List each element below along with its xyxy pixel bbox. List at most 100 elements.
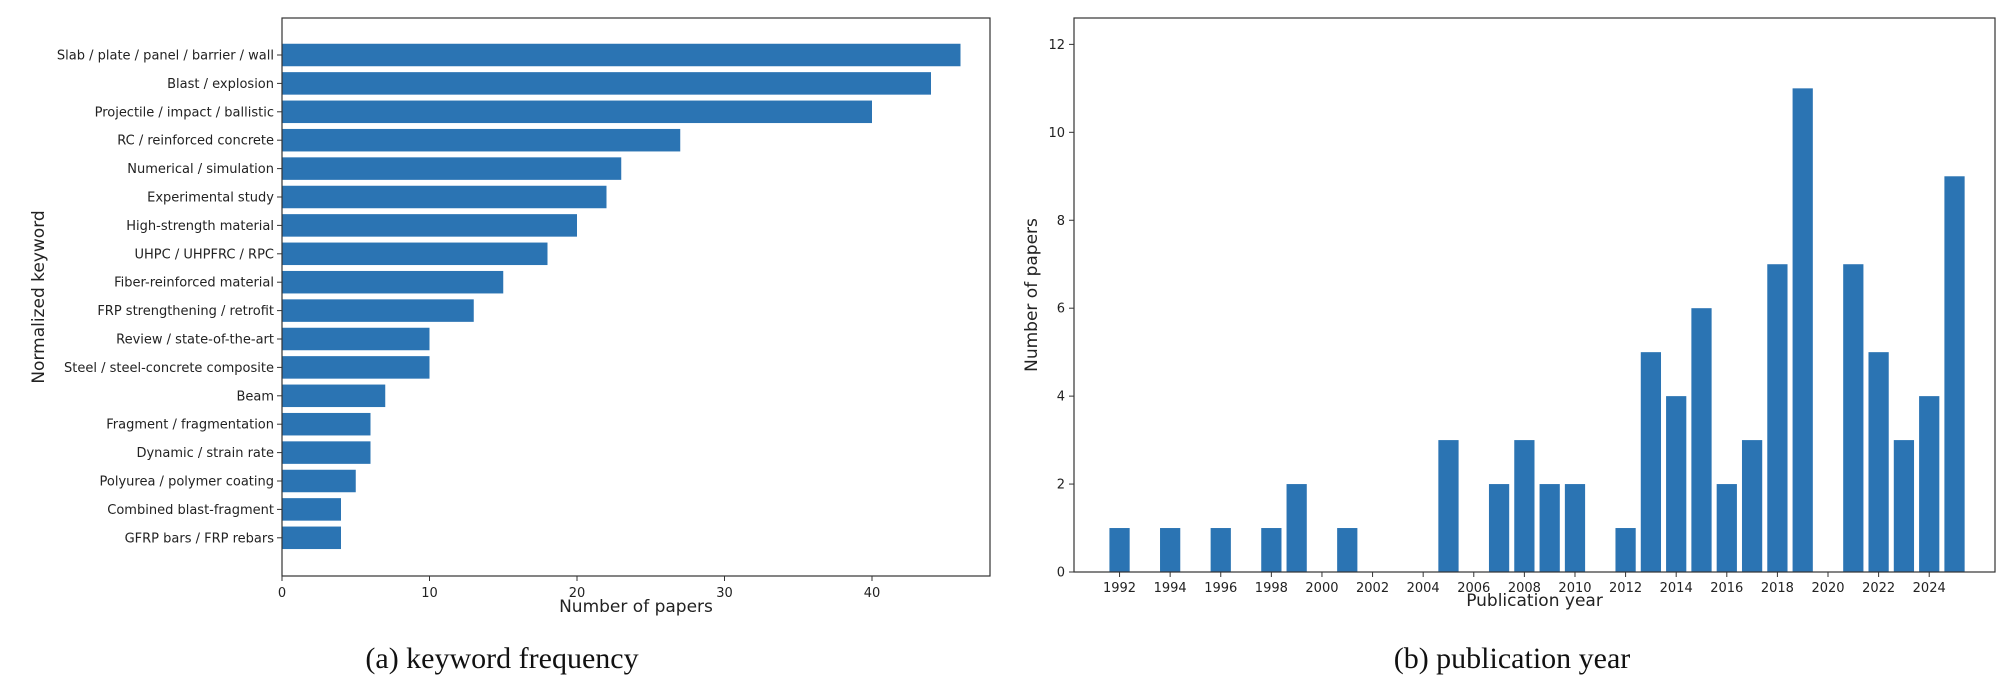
x-tick-label: 20 [569, 586, 586, 601]
bar [282, 299, 474, 322]
x-axis-label: Publication year [1466, 591, 1603, 611]
bar [1286, 484, 1307, 572]
bar [1767, 264, 1788, 572]
bar [1741, 440, 1763, 572]
x-tick-label: 2006 [1457, 581, 1490, 596]
bar [1539, 484, 1560, 572]
bar [282, 327, 430, 351]
x-tick-label: 2016 [1710, 581, 1743, 596]
y-tick-label: High-strength material [126, 219, 274, 234]
x-tick-label: 10 [421, 586, 438, 601]
bar [1944, 176, 1965, 573]
chart-publication-year: 1992 1994 1996 1998 2000 2002 2004 2006 2008 2010… [1022, 17, 1996, 611]
bar [1564, 484, 1586, 572]
bar [282, 441, 371, 464]
caption-keyword-frequency: (a) keyword frequency [365, 642, 638, 675]
y-tick-label: Polyurea / polymer coating [100, 475, 274, 490]
bar [282, 498, 341, 521]
x-tick-label: 2012 [1609, 581, 1642, 596]
y-axis-label: Normalized keyword [29, 210, 49, 383]
bar [1160, 528, 1181, 572]
x-axis-label: Number of papers [559, 597, 713, 617]
y-tick-label: 0 [1057, 566, 1065, 581]
bar [1615, 528, 1636, 572]
y-tick-label: Projectile / impact / ballistic [95, 105, 274, 120]
y-tick-label: GFRP bars / FRP rebars [125, 531, 275, 546]
y-tick-label: Steel / steel-concrete composite [64, 361, 274, 376]
bar [1792, 88, 1813, 572]
bar [1337, 528, 1358, 572]
bar [282, 469, 356, 493]
y-tick-label: Beam [236, 389, 274, 404]
caption-publication-year: (b) publication year [1394, 642, 1631, 675]
bar [1691, 308, 1712, 572]
bar [1261, 528, 1282, 572]
bar [282, 43, 961, 67]
y-tick-label: Experimental study [147, 191, 274, 206]
bar [282, 356, 430, 379]
x-tick-label: 1998 [1255, 581, 1288, 596]
y-tick-label: UHPC / UHPFRC / RPC [134, 247, 274, 262]
x-tick-label: 2008 [1508, 581, 1541, 596]
bar [1109, 528, 1130, 572]
y-tick-label: FRP strengthening / retrofit [97, 304, 274, 319]
x-tick-label: 1992 [1103, 581, 1136, 596]
bar [282, 128, 681, 152]
bar [282, 242, 548, 266]
bar [1893, 440, 1915, 572]
bar [282, 270, 504, 294]
y-tick-label: Numerical / simulation [127, 162, 274, 177]
x-tick-label: 0 [278, 586, 286, 601]
y-tick-label: Combined blast-fragment [107, 503, 274, 518]
bar [282, 72, 931, 95]
bar [282, 185, 607, 209]
x-tick-label: 30 [716, 586, 733, 601]
bar [282, 157, 622, 180]
x-tick-label: 2010 [1558, 581, 1591, 596]
x-tick-label: 40 [864, 586, 881, 601]
y-tick-label: RC / reinforced concrete [117, 134, 274, 149]
y-tick-label: Review / state-of-the-art [116, 333, 274, 348]
y-tick-label: Fragment / fragmentation [106, 418, 274, 433]
bar [1640, 352, 1662, 572]
bar [282, 412, 371, 436]
bar [1438, 440, 1459, 572]
y-tick-label: 6 [1057, 302, 1065, 317]
y-tick-label: 4 [1057, 390, 1065, 405]
bar [1868, 352, 1889, 572]
bar [282, 214, 577, 237]
bar [1919, 396, 1940, 572]
bar [1666, 396, 1687, 572]
plot-frame [1073, 17, 1996, 573]
x-tick-label: 2004 [1407, 581, 1440, 596]
bar [1488, 484, 1510, 572]
x-tick-label: 2020 [1811, 581, 1844, 596]
y-tick-label: 2 [1057, 478, 1065, 493]
x-tick-label: 2024 [1913, 581, 1946, 596]
bar [1210, 528, 1231, 572]
bar [282, 100, 872, 124]
y-tick-label: Slab / plate / panel / barrier / wall [57, 49, 274, 64]
x-tick-label: 2014 [1660, 581, 1693, 596]
bar [1716, 484, 1737, 572]
x-tick-label: 2002 [1356, 581, 1389, 596]
x-tick-label: 2000 [1305, 581, 1338, 596]
y-tick-label: 12 [1048, 38, 1065, 53]
x-tick-label: 1994 [1154, 581, 1187, 596]
bar [282, 526, 341, 550]
bar [1514, 440, 1535, 572]
y-tick-label: Fiber-reinforced material [114, 276, 274, 291]
bar [282, 384, 386, 408]
plot-frame [281, 17, 991, 577]
x-tick-label: 2018 [1761, 581, 1794, 596]
y-tick-label: 8 [1057, 214, 1065, 229]
y-tick-label: 10 [1048, 126, 1065, 141]
y-tick-label: Blast / explosion [167, 77, 274, 92]
bar [1843, 264, 1864, 572]
x-tick-label: 1996 [1204, 581, 1237, 596]
y-axis-label: Number of papers [1022, 218, 1042, 372]
y-tick-label: Dynamic / strain rate [136, 446, 274, 461]
chart-keyword-frequency: Slab / plate / panel / barrier / wall Bla… [29, 17, 991, 617]
x-tick-label: 2022 [1862, 581, 1895, 596]
